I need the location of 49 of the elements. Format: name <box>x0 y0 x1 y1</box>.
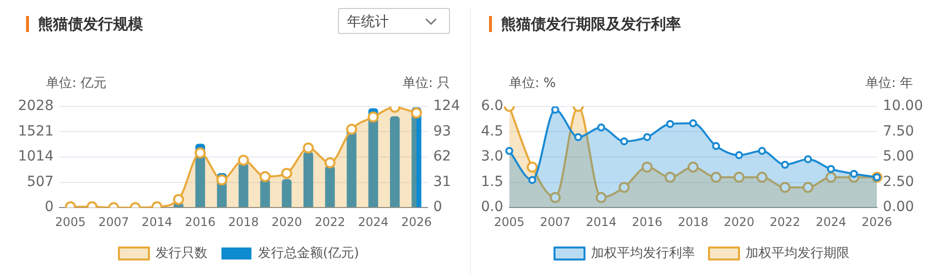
x-tick-label: 2014 <box>142 214 172 229</box>
y2-axis-title: 单位: 年 <box>865 75 913 92</box>
y2-tick-label: 7.50 <box>882 123 914 140</box>
y2-tick-label: 124 <box>433 98 460 114</box>
y-tick-label: 0.0 <box>481 199 504 216</box>
x-tick-label: 2020 <box>724 214 754 229</box>
y-tick-label: 1521 <box>18 123 54 140</box>
x-tick-label: 2005 <box>55 214 86 229</box>
x-tick-label: 2014 <box>586 214 616 229</box>
y2-tick-label: 2.50 <box>882 174 914 190</box>
legend-label: 发行只数 <box>155 246 208 261</box>
y2-tick-label: 10.00 <box>882 98 924 114</box>
x-tick-label: 2022 <box>770 214 800 229</box>
x-tick-label: 2026 <box>862 214 892 229</box>
y-tick-label: 3.0 <box>481 148 504 165</box>
y-tick-label: 507 <box>26 174 54 190</box>
y2-tick-label: 0 <box>433 199 442 216</box>
x-tick-label: 2020 <box>271 214 302 229</box>
y2-axis-title: 单位: 只 <box>402 75 450 92</box>
legend-label: 加权平均发行利率 <box>591 244 695 261</box>
x-tick-label: 2026 <box>401 214 432 229</box>
y2-tick-label: 31 <box>433 174 452 190</box>
y-tick-label: 4.5 <box>481 123 504 140</box>
y-tick-label: 0 <box>44 199 54 216</box>
y-tick-label: 2028 <box>18 98 54 114</box>
text: 年统计 <box>338 8 450 34</box>
x-tick-label: 2024 <box>358 214 388 229</box>
y-tick-label: 6.0 <box>481 98 504 114</box>
y-tick-label: 1.5 <box>481 174 504 190</box>
y-axis-title: 单位: 亿元 <box>46 75 107 92</box>
legend-label: 发行总金额(亿元) <box>258 246 360 261</box>
y2-tick-label: 5.00 <box>882 148 914 165</box>
legend-label: 加权平均发行期限 <box>746 246 850 261</box>
y-tick-label: 1014 <box>18 148 54 165</box>
x-tick-label: 2024 <box>816 214 846 229</box>
chart-title: 熊猫债发行期限及发行利率 <box>489 15 681 33</box>
chart-title: 熊猫债发行规模 <box>26 15 143 33</box>
x-tick-label: 2016 <box>184 214 216 229</box>
x-tick-label: 2018 <box>678 214 708 229</box>
x-tick-label: 2016 <box>632 214 662 229</box>
y-axis-title: 单位: % <box>509 75 556 92</box>
y2-tick-label: 62 <box>433 148 452 165</box>
x-tick-label: 2007 <box>98 214 129 229</box>
x-tick-label: 2007 <box>540 214 570 229</box>
y2-tick-label: 93 <box>433 123 452 140</box>
y2-tick-label: 0.00 <box>882 199 914 216</box>
x-tick-label: 2022 <box>314 214 346 229</box>
x-tick-label: 2005 <box>494 214 525 229</box>
x-tick-label: 2018 <box>228 214 259 229</box>
